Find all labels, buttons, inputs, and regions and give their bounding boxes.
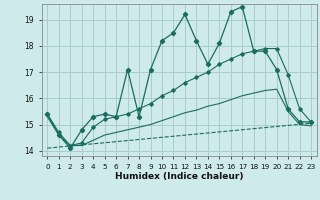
X-axis label: Humidex (Indice chaleur): Humidex (Indice chaleur) [115,172,244,181]
